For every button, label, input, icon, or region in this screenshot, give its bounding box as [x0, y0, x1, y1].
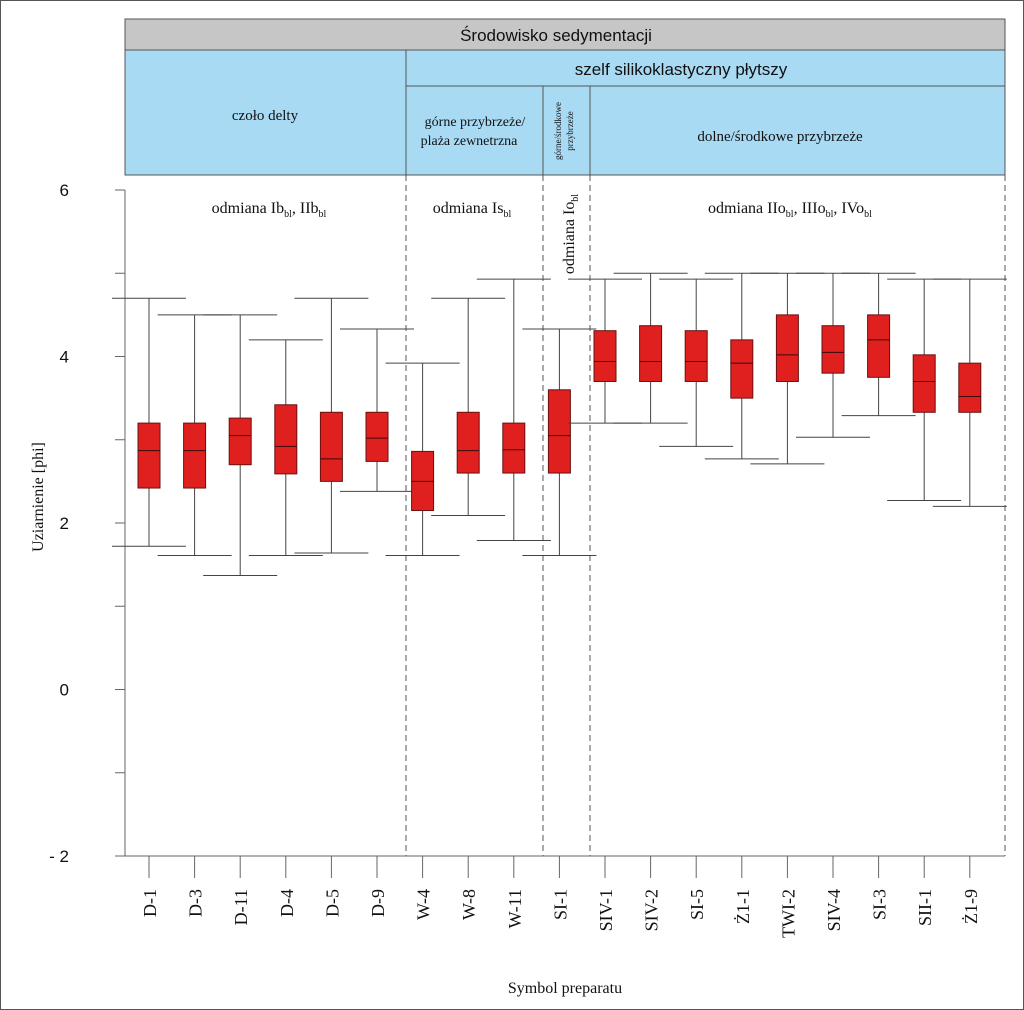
- box-body: [547, 389, 571, 474]
- x-tick-label: D-9: [368, 889, 388, 917]
- variety-text: , IIb: [292, 200, 319, 217]
- x-tick-label: D-3: [186, 889, 206, 917]
- variety-text: , IIIo: [794, 200, 826, 217]
- variety-subscript: bl: [284, 209, 292, 220]
- variety-label-lower: odmiana IIobl, IIIobl, IVobl: [708, 200, 872, 220]
- box-body: [456, 411, 480, 474]
- variety-subscript: bl: [826, 209, 834, 220]
- variety-subscript: bl: [503, 209, 511, 220]
- y-tick-label: 2: [60, 514, 69, 533]
- box-body: [775, 314, 799, 382]
- y-axis-title: Uziarnienie [phi]: [30, 442, 47, 552]
- y-tick-label: 6: [60, 181, 69, 200]
- x-tick-label: W-11: [505, 889, 525, 928]
- x-tick-label: SI-5: [687, 889, 707, 920]
- box-SIV-2: [613, 272, 688, 424]
- variety-label-upper: odmiana Isbl: [433, 200, 512, 220]
- header-delta-band: [124, 49, 407, 176]
- box-D-11: [203, 314, 278, 576]
- box-body: [684, 330, 708, 382]
- box-series: [112, 272, 1007, 576]
- variety-text: odmiana Ib: [212, 200, 284, 217]
- box-SII-1: [887, 278, 962, 502]
- header-upper-band: [405, 85, 544, 176]
- variety-text: odmiana Is: [433, 200, 504, 217]
- box-body: [228, 417, 252, 466]
- box-body: [958, 362, 982, 413]
- header-middle-label-2: przybrzeże: [565, 111, 575, 150]
- box-D-1: [112, 297, 186, 547]
- box-D-9: [340, 328, 414, 492]
- variety-subscript: bl: [319, 209, 327, 220]
- box-Ż1-1: [704, 272, 779, 460]
- box-D-3: [157, 314, 232, 556]
- x-tick-label: D-4: [277, 889, 297, 917]
- box-body: [183, 422, 207, 489]
- variety-label-delta: odmiana Ibbl, IIbbl: [212, 200, 327, 220]
- x-tick-label: SIV-4: [824, 889, 844, 931]
- box-TWI-2: [750, 272, 825, 465]
- box-SI-5: [659, 278, 734, 447]
- variety-text: odmiana Io: [561, 202, 578, 274]
- y-axis-ticks: - 2 0 2 4 6: [49, 181, 125, 866]
- x-axis-title: Symbol preparatu: [508, 980, 622, 997]
- x-tick-label: Ż1-1: [733, 889, 753, 924]
- x-tick-label: D-5: [322, 889, 342, 917]
- box-SIV-4: [796, 272, 870, 438]
- variety-text: odmiana IIo: [708, 200, 786, 217]
- box-body: [730, 339, 754, 399]
- variety-subscript: bl: [786, 209, 794, 220]
- box-body: [821, 325, 845, 374]
- x-tick-label: W-8: [459, 889, 479, 920]
- box-W-11: [476, 278, 551, 541]
- box-body: [912, 354, 936, 413]
- box-D-4: [248, 339, 323, 556]
- header-shelf-label: szelf silikoklastyczny płytszy: [575, 60, 788, 79]
- box-body: [639, 325, 663, 382]
- box-body: [137, 422, 161, 489]
- y-tick-label: 4: [60, 348, 69, 367]
- header-upper-label-2: plaża zewnetrzna: [421, 134, 519, 149]
- box-SI-3: [841, 272, 916, 417]
- x-tick-label: D-1: [140, 889, 160, 917]
- box-body: [319, 411, 343, 482]
- box-body: [365, 411, 389, 462]
- header-top-label: Środowisko sedymentacji: [460, 26, 652, 45]
- x-tick-label: TWI-2: [778, 889, 798, 938]
- x-tick-label: SIV-2: [642, 889, 662, 931]
- x-tick-label: SIV-1: [596, 889, 616, 931]
- box-body: [274, 404, 298, 475]
- box-body: [867, 314, 891, 378]
- header-delta-label: czoło delty: [232, 108, 299, 124]
- box-W-8: [431, 297, 506, 517]
- header-lower-label: dolne/środkowe przybrzeże: [697, 129, 863, 145]
- header-upper-label-1: górne przybrzeże/: [425, 115, 526, 130]
- variety-subscript: bl: [864, 209, 872, 220]
- x-tick-label: SI-3: [870, 889, 890, 920]
- x-tick-label: D-11: [231, 889, 251, 925]
- header-lower-band: [589, 85, 1006, 176]
- x-tick-label: W-4: [414, 889, 434, 920]
- box-SI-1: [522, 328, 597, 556]
- y-tick-label: 0: [60, 681, 69, 700]
- box-D-5: [294, 297, 369, 554]
- y-tick-label: - 2: [49, 847, 69, 866]
- box-W-4: [385, 362, 460, 556]
- x-tick-label: Ż1-9: [961, 889, 981, 924]
- x-tick-label: SII-1: [915, 889, 935, 926]
- variety-label-middle: odmiana Iobl: [561, 194, 581, 274]
- variety-text: , IVo: [833, 200, 864, 217]
- box-Ż1-9: [932, 278, 1007, 507]
- header-middle-label-1: górne/środkowe: [553, 102, 563, 160]
- header-top-band: [124, 18, 1006, 51]
- header-shelf-band: [405, 49, 1006, 87]
- variety-subscript: bl: [570, 194, 581, 202]
- x-axis-ticks: D-1 D-3 D-11 D-4 D-5 D-9 W-4 W-8 W-11 SI-1 SIV-1 SI…: [140, 856, 981, 938]
- x-tick-label: SI-1: [550, 889, 570, 920]
- box-body: [502, 422, 526, 474]
- box-SIV-1: [568, 278, 642, 424]
- box-body: [593, 330, 617, 382]
